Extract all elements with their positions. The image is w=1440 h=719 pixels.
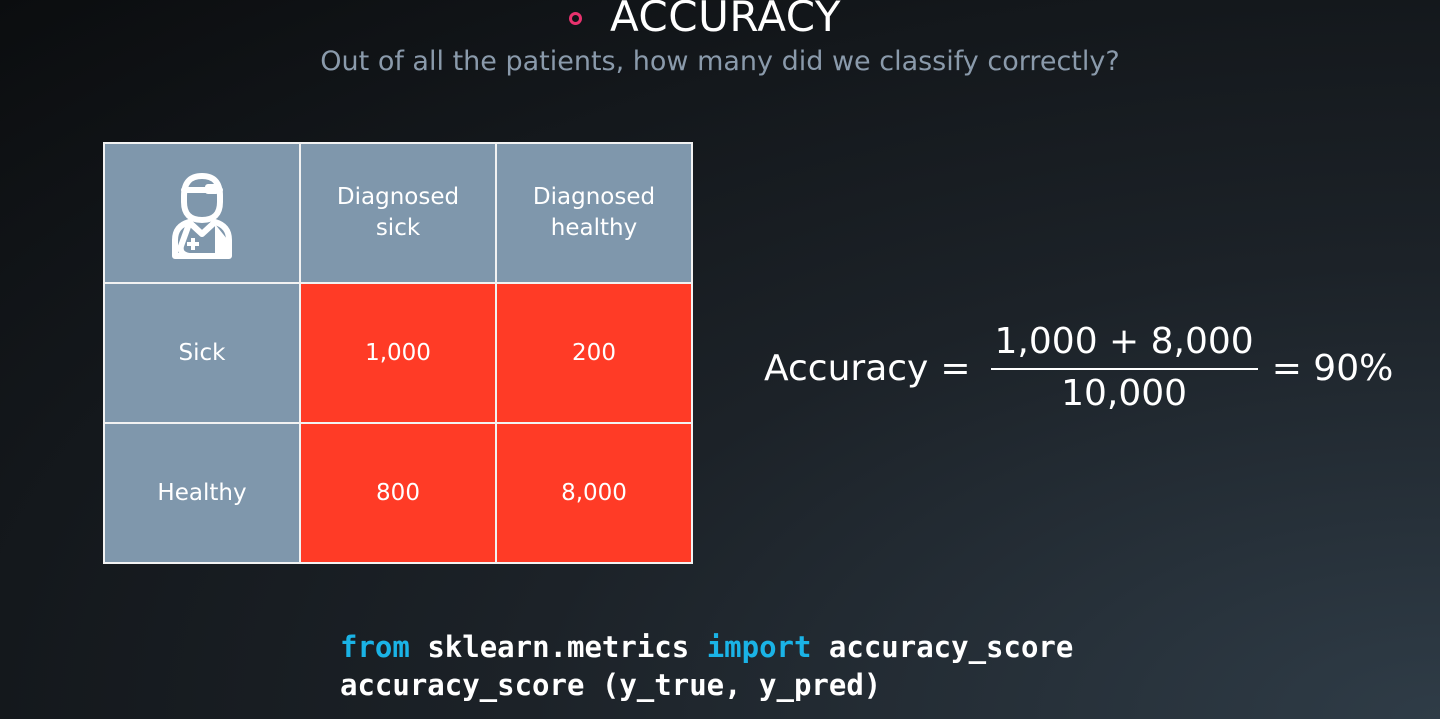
bullet-circle-icon bbox=[568, 11, 582, 25]
doctor-icon bbox=[172, 173, 232, 259]
code-keyword-import: import bbox=[706, 630, 812, 664]
accuracy-formula: Accuracy = 1,000 + 8,000 10,000 = 90% bbox=[764, 322, 1393, 414]
formula-result: = 90% bbox=[1271, 347, 1394, 389]
cell-sick-diagnosed-sick: 1,000 bbox=[301, 284, 495, 422]
formula-equals: = bbox=[940, 347, 971, 389]
confusion-matrix: Diagnosed sick Diagnosed healthy Sick 1,… bbox=[103, 142, 693, 564]
code-import-name: accuracy_score bbox=[828, 630, 1074, 664]
col-header-diagnosed-healthy: Diagnosed healthy bbox=[497, 144, 691, 282]
page-title: ACCURACY bbox=[609, 0, 842, 41]
code-line-1: from sklearn.metrics import accuracy_sco… bbox=[340, 628, 1073, 666]
row-header-sick: Sick bbox=[105, 284, 299, 422]
formula-numerator: 1,000 + 8,000 bbox=[990, 322, 1258, 370]
formula-denominator: 10,000 bbox=[1061, 373, 1188, 414]
code-snippet: from sklearn.metrics import accuracy_sco… bbox=[340, 628, 1073, 704]
page-subtitle: Out of all the patients, how many did we… bbox=[320, 46, 1120, 77]
formula-fraction: 1,000 + 8,000 10,000 bbox=[990, 322, 1258, 414]
row-header-healthy: Healthy bbox=[105, 424, 299, 562]
code-line-2: accuracy_score (y_true, y_pred) bbox=[340, 668, 882, 702]
title-row: ACCURACY bbox=[0, 0, 1440, 44]
matrix-corner bbox=[105, 144, 299, 282]
code-module: sklearn.metrics bbox=[427, 630, 690, 664]
col-header-diagnosed-sick: Diagnosed sick bbox=[301, 144, 495, 282]
formula-label: Accuracy bbox=[764, 347, 929, 389]
code-keyword-from: from bbox=[340, 630, 410, 664]
cell-sick-diagnosed-healthy: 200 bbox=[497, 284, 691, 422]
cell-healthy-diagnosed-healthy: 8,000 bbox=[497, 424, 691, 562]
cell-healthy-diagnosed-sick: 800 bbox=[301, 424, 495, 562]
